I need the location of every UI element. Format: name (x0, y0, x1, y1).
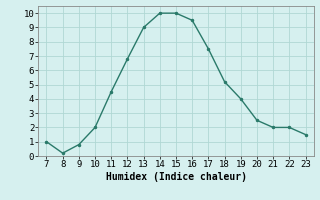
X-axis label: Humidex (Indice chaleur): Humidex (Indice chaleur) (106, 172, 246, 182)
